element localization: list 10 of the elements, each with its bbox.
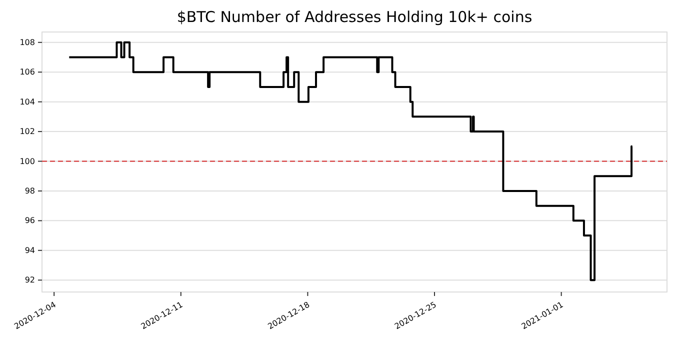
y-tick-label: 92 [24,276,35,285]
y-tick-label: 98 [24,186,35,196]
y-tick-label: 108 [20,38,35,47]
y-tick-label: 102 [20,127,35,136]
chart-title: $BTC Number of Addresses Holding 10k+ coins [176,8,532,26]
y-tick-label: 104 [20,97,35,106]
y-tick-label: 106 [20,68,35,77]
y-tick-label: 96 [24,216,35,226]
y-tick-label: 94 [24,246,35,255]
y-tick-label: 100 [20,156,35,166]
